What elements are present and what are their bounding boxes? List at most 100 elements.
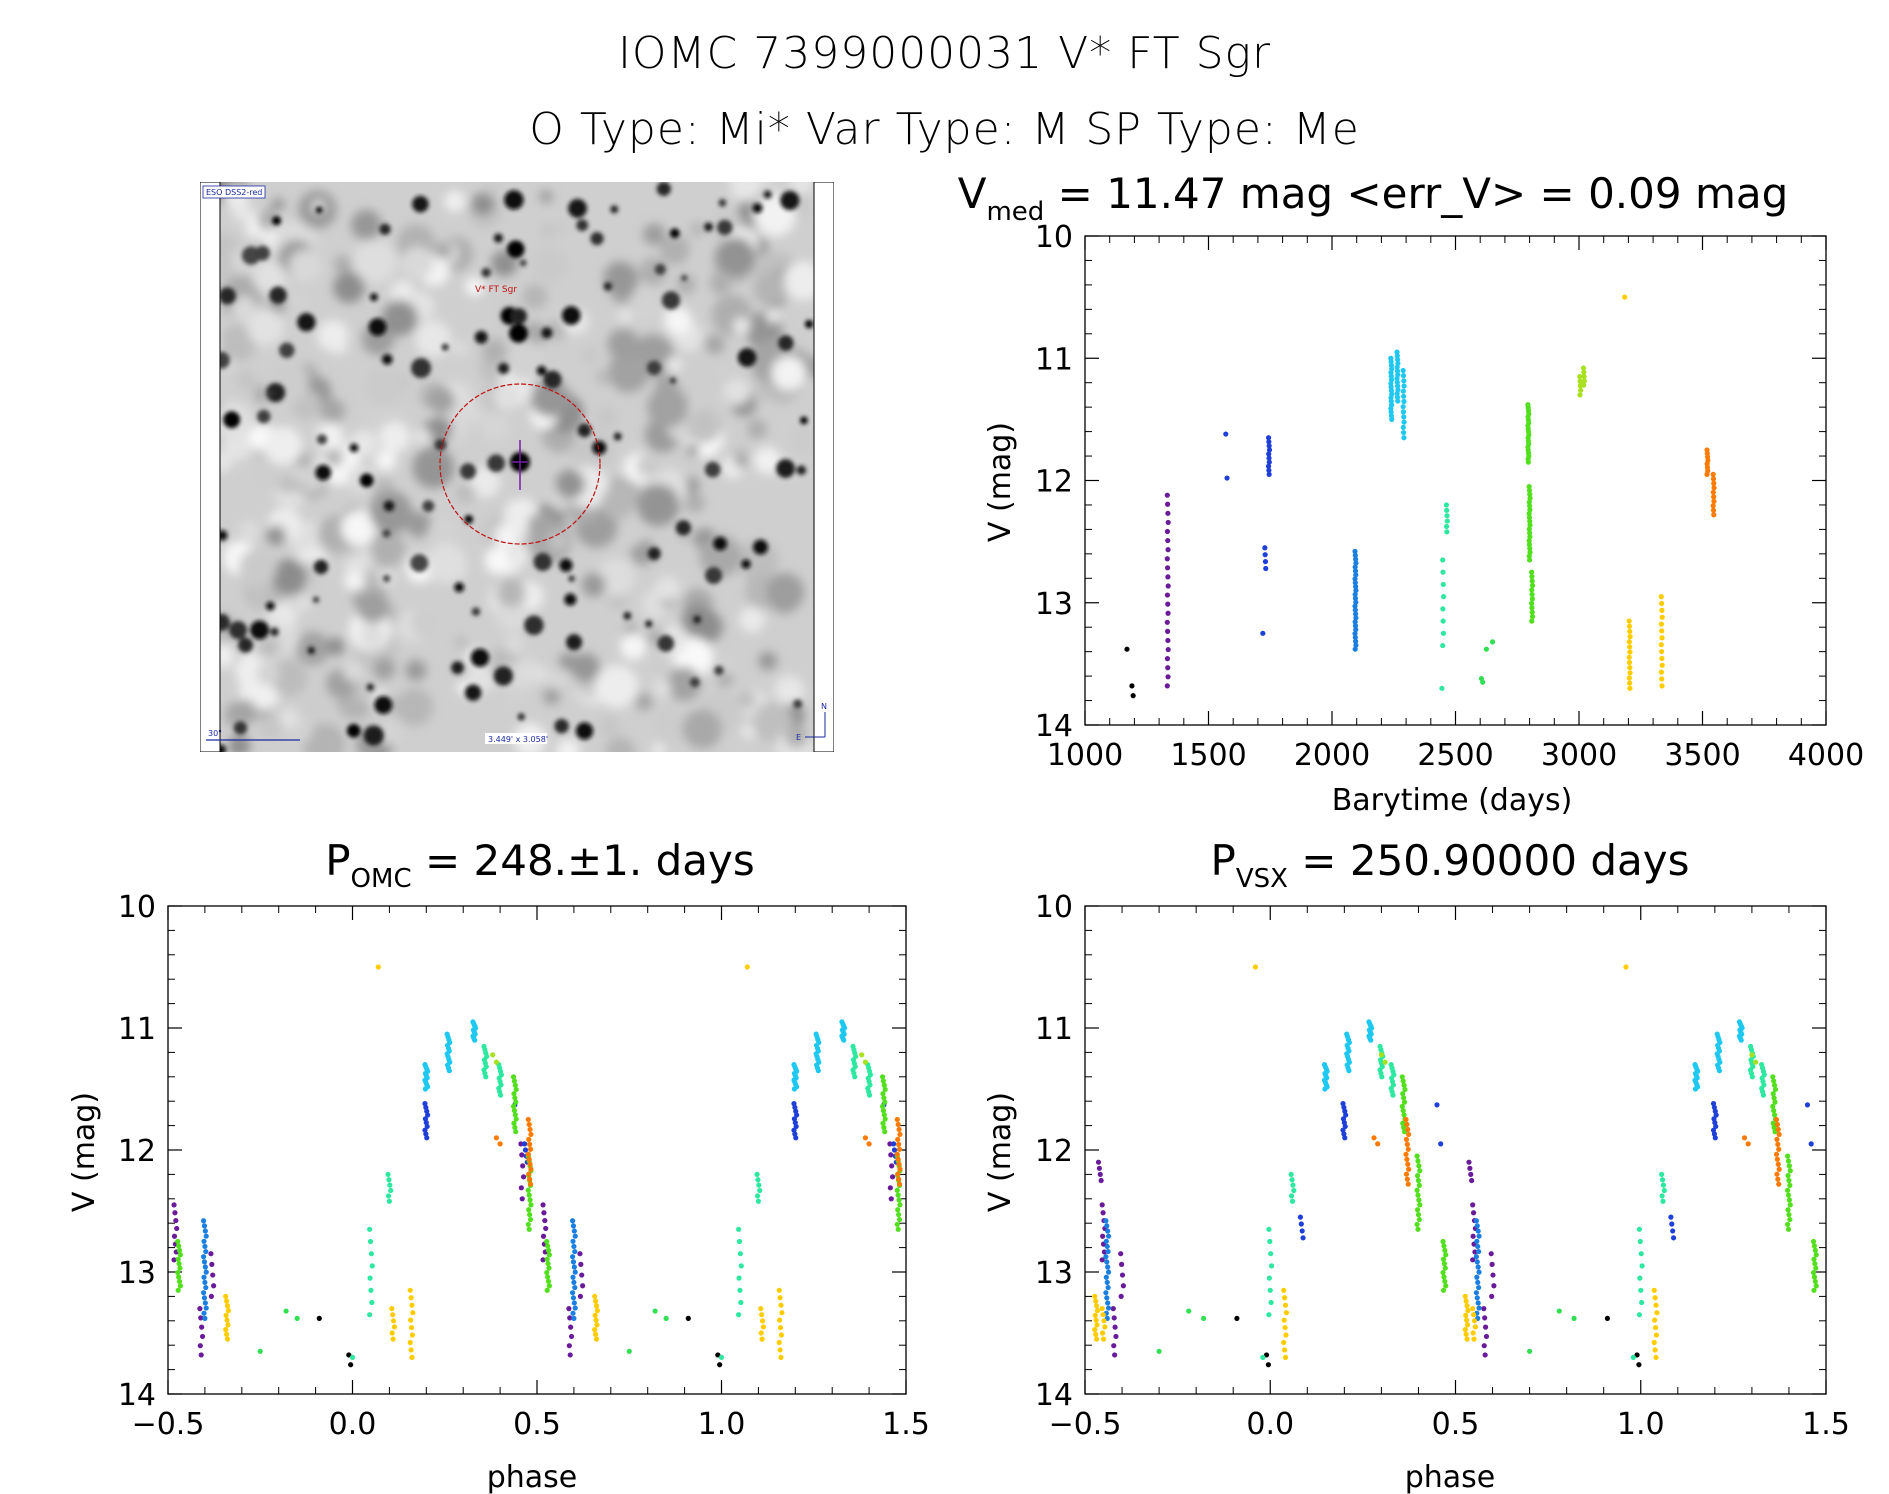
y-tick-label: 14 xyxy=(1035,709,1073,744)
star xyxy=(220,613,231,632)
data-point xyxy=(881,1124,887,1131)
sky-texture xyxy=(365,364,407,407)
sky-texture xyxy=(571,653,600,682)
data-point xyxy=(1400,409,1407,415)
star xyxy=(575,722,594,740)
data-point xyxy=(571,1243,577,1250)
data-point xyxy=(1442,1278,1448,1285)
sky-texture xyxy=(530,246,568,284)
data-point xyxy=(685,1315,691,1321)
data-point xyxy=(1102,1324,1108,1330)
data-point xyxy=(1670,1235,1677,1241)
data-point xyxy=(1627,634,1633,640)
data-point xyxy=(1776,1146,1782,1152)
data-point xyxy=(1489,1293,1495,1299)
data-point xyxy=(1787,1168,1793,1174)
lightcurve-panel: Vmed = 11.47 mag <err_V> = 0.09 mag Bary… xyxy=(958,169,1864,818)
data-point xyxy=(198,1315,204,1321)
data-point xyxy=(1300,1235,1306,1241)
data-point xyxy=(1653,1302,1659,1308)
data-point xyxy=(1118,1293,1124,1299)
data-point xyxy=(176,1274,182,1280)
star xyxy=(519,259,527,267)
sky-texture xyxy=(414,320,452,358)
data-point xyxy=(224,1317,230,1323)
data-point xyxy=(1103,1274,1109,1280)
sky-texture xyxy=(406,511,433,538)
star xyxy=(315,464,332,481)
data-point xyxy=(1483,646,1489,652)
data-point xyxy=(223,1312,229,1318)
data-point xyxy=(407,1339,413,1346)
data-point xyxy=(1092,1312,1098,1318)
data-point xyxy=(859,1052,865,1058)
data-point xyxy=(1653,1354,1659,1360)
star xyxy=(509,323,528,343)
data-point xyxy=(1164,501,1171,507)
data-point xyxy=(1787,1182,1793,1188)
data-point xyxy=(257,1348,263,1354)
data-point xyxy=(545,1274,551,1280)
data-point xyxy=(1658,600,1665,607)
data-point xyxy=(566,1306,572,1312)
data-point xyxy=(882,1116,888,1122)
aperture-circle xyxy=(439,383,601,545)
data-point xyxy=(1462,1327,1468,1333)
data-point xyxy=(369,1263,375,1269)
data-point xyxy=(1443,1283,1449,1289)
data-point xyxy=(592,1312,598,1318)
data-point xyxy=(1471,1318,1478,1324)
data-point xyxy=(755,1177,761,1183)
data-point xyxy=(1467,1165,1473,1171)
data-point xyxy=(1770,1120,1776,1126)
data-point xyxy=(1527,522,1533,528)
data-point xyxy=(1400,1120,1406,1126)
data-point xyxy=(895,1226,901,1232)
data-point xyxy=(1389,416,1395,422)
data-point xyxy=(1470,1312,1477,1318)
star xyxy=(493,666,513,686)
sky-texture xyxy=(496,599,530,633)
star xyxy=(681,274,688,281)
data-point xyxy=(897,1166,903,1172)
data-point xyxy=(881,1095,887,1101)
data-points xyxy=(1124,294,1717,699)
data-point xyxy=(1470,1330,1476,1336)
phase-vsx-panel: PVSX = 250.90000 days phase V (mag) −0.5… xyxy=(983,836,1850,1494)
data-point xyxy=(1124,646,1130,652)
data-point xyxy=(510,1103,517,1109)
data-point xyxy=(1165,665,1171,671)
data-point xyxy=(1622,294,1628,300)
data-point xyxy=(199,1324,205,1330)
data-point xyxy=(794,1112,800,1118)
data-point xyxy=(368,1287,374,1293)
data-point xyxy=(778,1302,784,1308)
data-point xyxy=(1290,1182,1296,1188)
sky-texture xyxy=(582,347,598,364)
data-point xyxy=(1526,541,1533,548)
data-point xyxy=(1263,1352,1270,1358)
y-tick-label: 11 xyxy=(118,1012,156,1047)
data-point xyxy=(1581,373,1587,380)
data-point xyxy=(409,1332,416,1338)
star xyxy=(561,306,581,325)
data-point xyxy=(408,1347,414,1353)
data-point xyxy=(1353,638,1359,644)
star xyxy=(493,233,503,243)
data-point xyxy=(717,1362,723,1368)
data-point xyxy=(1104,1295,1110,1301)
sky-texture xyxy=(435,242,452,259)
x-tick-label: 1000 xyxy=(1047,738,1123,773)
x-tick-label: 0.0 xyxy=(329,1407,377,1442)
data-point xyxy=(1627,665,1633,671)
data-point xyxy=(1660,1198,1666,1204)
data-point xyxy=(1268,1299,1274,1306)
data-point xyxy=(1440,1287,1447,1293)
data-point xyxy=(570,1274,576,1280)
data-point xyxy=(1346,1068,1352,1074)
data-point xyxy=(1266,459,1272,465)
data-point xyxy=(1400,404,1406,410)
data-point xyxy=(1400,373,1407,379)
sky-texture xyxy=(522,284,548,310)
